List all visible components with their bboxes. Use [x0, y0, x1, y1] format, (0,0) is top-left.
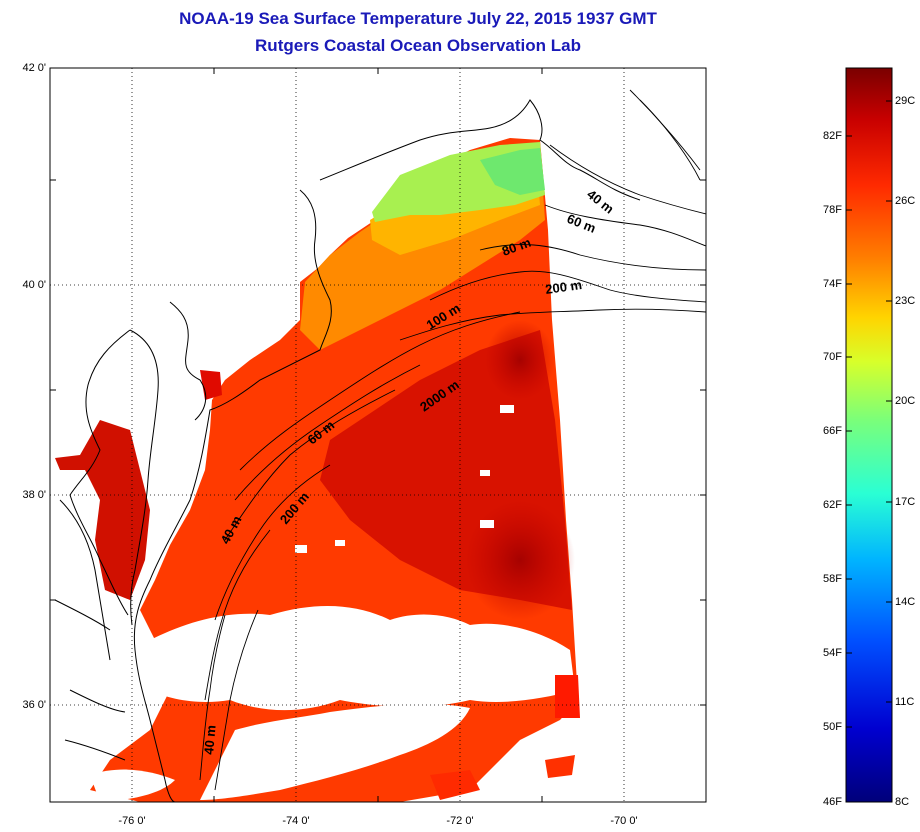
- colorbar-ticks: [846, 100, 892, 728]
- colorbar-f-label: 62F: [823, 499, 842, 511]
- colorbar: [845, 67, 893, 803]
- lat-label: 36 0': [22, 699, 46, 711]
- colorbar-f-label: 78F: [823, 204, 842, 216]
- lat-label: 38 0': [22, 489, 46, 501]
- lat-label: 40 0': [22, 279, 46, 291]
- coastline: [54, 99, 641, 802]
- contour-label: 40 m: [201, 724, 219, 755]
- sst-layer: [55, 138, 580, 802]
- lon-label: -70 0': [610, 815, 638, 827]
- contour-label: 200 m: [544, 277, 583, 297]
- contour-label: 40 m: [584, 187, 617, 217]
- colorbar-c-label: 20C: [895, 395, 916, 407]
- map-subtitle: Rutgers Coastal Ocean Observation Lab: [255, 36, 581, 55]
- cloud-cover: [90, 405, 575, 802]
- lon-label: -74 0': [282, 815, 310, 827]
- lat-label: 42 0': [22, 62, 46, 74]
- colorbar-f-label: 66F: [823, 425, 842, 437]
- colorbar-c-label: 8C: [895, 796, 910, 808]
- colorbar-c-label: 17C: [895, 496, 916, 508]
- lon-label: -72 0': [446, 815, 474, 827]
- colorbar-f-label: 50F: [823, 721, 842, 733]
- colorbar-f-label: 82F: [823, 130, 842, 142]
- colorbar-f-label: 54F: [823, 647, 842, 659]
- colorbar-f-label: 58F: [823, 573, 842, 585]
- contour-label: 60 m: [565, 211, 598, 236]
- colorbar-c-label: 11C: [895, 696, 915, 708]
- colorbar-f-label: 74F: [823, 278, 842, 290]
- colorbar-c-label: 26C: [895, 195, 916, 207]
- map-frame: [49, 67, 707, 803]
- depth-contours: [199, 89, 706, 791]
- colorbar-c-label: 14C: [895, 596, 916, 608]
- lon-label: -76 0': [118, 815, 146, 827]
- colorbar-c-label: 23C: [895, 295, 916, 307]
- map-title: NOAA-19 Sea Surface Temperature July 22,…: [179, 9, 657, 28]
- graticule: [50, 68, 706, 802]
- colorbar-f-label: 70F: [823, 351, 842, 363]
- colorbar-f-label: 46F: [823, 796, 842, 808]
- colorbar-c-label: 29C: [895, 95, 916, 107]
